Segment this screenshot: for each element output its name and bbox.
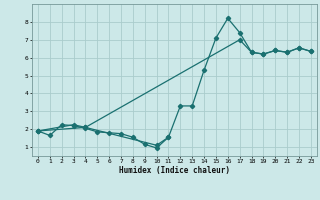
X-axis label: Humidex (Indice chaleur): Humidex (Indice chaleur) bbox=[119, 166, 230, 175]
